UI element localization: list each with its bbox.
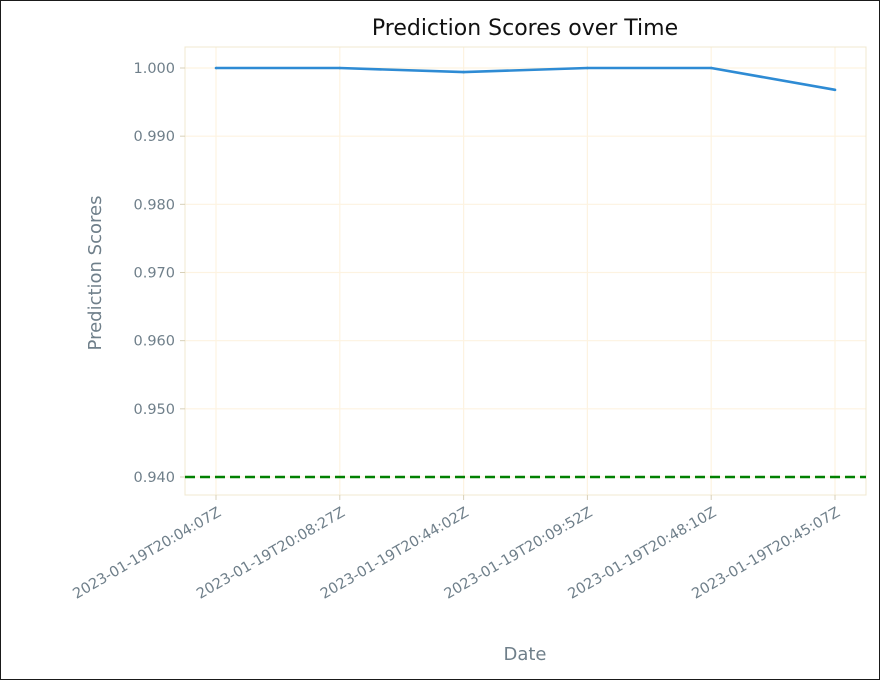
- data-point: [709, 66, 713, 70]
- data-point: [586, 66, 589, 70]
- data-point: [462, 70, 465, 74]
- grid: [185, 47, 866, 495]
- y-tick-label: 0.940: [133, 470, 175, 486]
- data-point: [338, 66, 342, 70]
- y-tick-label: 0.970: [133, 266, 175, 282]
- y-tick-label: 0.990: [133, 129, 175, 145]
- data-point: [214, 66, 218, 70]
- y-axis: 0.940 0.950 0.960 0.970 0.980 0.990 1.000: [133, 61, 185, 486]
- data-point: [833, 88, 837, 92]
- y-axis-label: Prediction Scores: [85, 196, 106, 351]
- chart-title: Prediction Scores over Time: [372, 16, 678, 41]
- plot-area: [184, 46, 867, 496]
- series-line: [216, 66, 836, 92]
- x-axis-label: Date: [503, 644, 546, 665]
- y-tick-label: 1.000: [133, 61, 175, 77]
- y-tick-label: 0.980: [133, 197, 175, 213]
- y-tick-label: 0.950: [133, 402, 175, 418]
- x-axis: 2023-01-19T20:04:07Z2023-01-19T20:08:27Z…: [70, 495, 843, 603]
- y-tick-label: 0.960: [133, 334, 175, 350]
- series-layer: [214, 66, 837, 92]
